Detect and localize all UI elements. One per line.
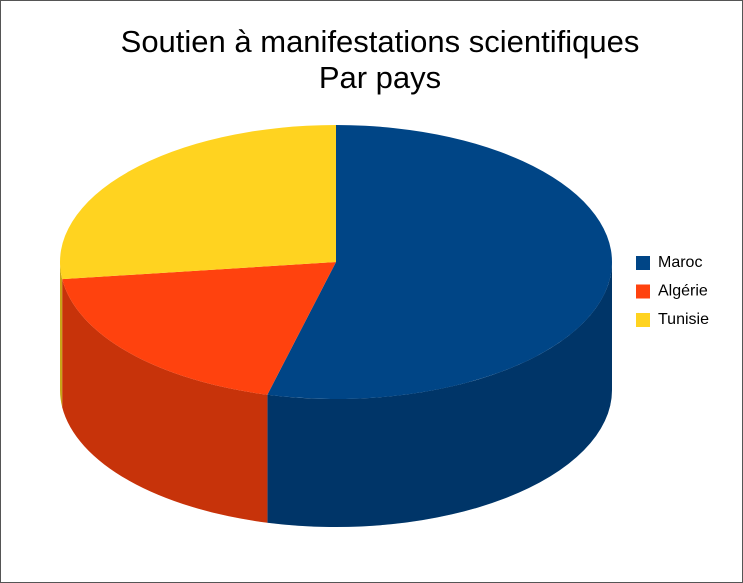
side-shade — [62, 279, 268, 523]
side-shade — [60, 262, 63, 408]
slice-side — [60, 262, 63, 408]
side-shade — [267, 262, 612, 527]
chart-subtitle: Par pays — [319, 60, 441, 95]
slice-side — [267, 262, 612, 527]
legend-text: Algérie — [658, 283, 708, 300]
legend-swatch — [636, 284, 650, 299]
legend-swatch — [636, 256, 650, 270]
slice — [62, 262, 337, 395]
legend-text: Maroc — [658, 254, 702, 271]
legend-swatch — [636, 313, 650, 327]
slice — [267, 125, 613, 400]
chart-title: Soutien à manifestations scientifiques — [121, 24, 640, 59]
slice-side — [62, 279, 268, 523]
slice — [60, 125, 337, 280]
legend-text: Tunisie — [658, 311, 709, 328]
